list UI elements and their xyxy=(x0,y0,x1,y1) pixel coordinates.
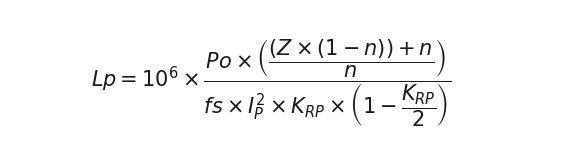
Text: $Lp = 10^{6} \times \dfrac{Po \times \left(\dfrac{(Z \times (1-n)) + n}{n}\right: $Lp = 10^{6} \times \dfrac{Po \times \le… xyxy=(91,38,451,129)
